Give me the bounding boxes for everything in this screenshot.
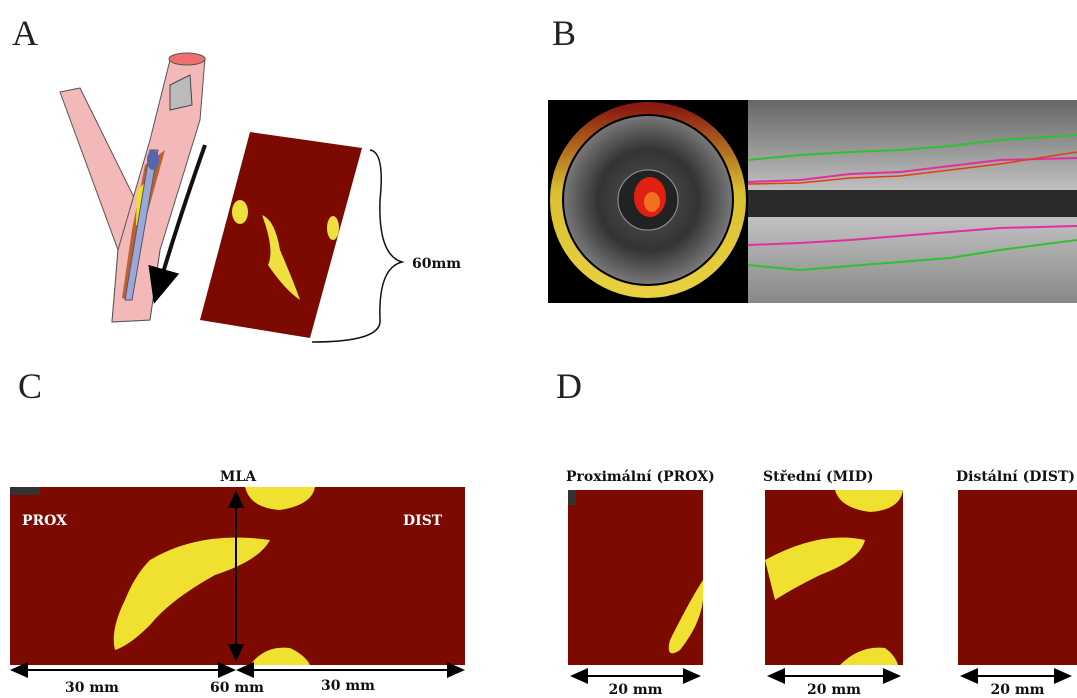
length-label: 30 mm [65,680,119,696]
vessel-drawing [60,53,205,322]
length-label: 20 mm [609,682,663,698]
length-label: 60 mm [210,680,264,696]
dist-label: DIST [403,513,443,529]
panel-label: B [552,13,576,53]
length-label: 20 mm [807,682,861,698]
figure: A 60mm B C [0,0,1077,698]
prox-label: PROX [22,513,67,529]
segment-maps [568,490,1077,665]
segment-title: Proximální (PROX) [566,469,715,485]
length-label: 30 mm [321,678,375,694]
length-label: 60mm [412,256,461,272]
ivus-image [548,100,1077,303]
segment-title: Střední (MID) [763,469,873,485]
segment-title: Distální (DIST) [956,469,1075,485]
panel-label: C [18,366,42,406]
panel-label: A [12,13,38,53]
unrolled-map [200,132,402,342]
mla-label: MLA [220,469,257,485]
length-label: 20 mm [991,682,1045,698]
panel-label: D [556,366,582,406]
full-map [10,487,465,665]
